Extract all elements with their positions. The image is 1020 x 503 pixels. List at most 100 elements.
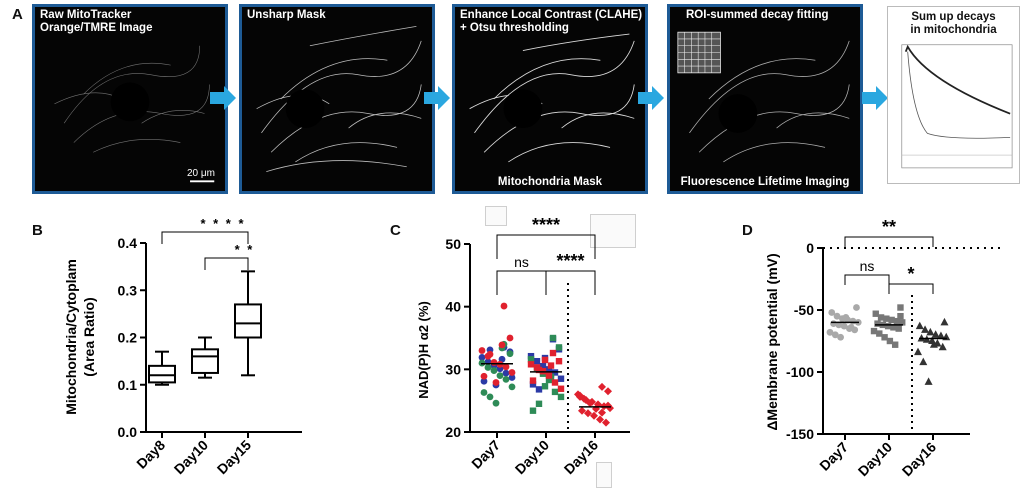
data-point	[835, 321, 843, 329]
unsharp-mask-image: Unsharp Mask	[239, 4, 435, 194]
data-point	[936, 331, 945, 340]
clahe-otsu-title: Enhance Local Contrast (CLAHE) + Otsu th…	[460, 9, 643, 34]
y-tick-label: 50	[445, 236, 461, 252]
mitochondria-mask-image: Enhance Local Contrast (CLAHE) + Otsu th…	[452, 4, 648, 194]
decay-title: Sum up decays in mitochondria	[910, 11, 997, 36]
arrow-icon	[210, 86, 236, 110]
data-point	[545, 366, 553, 373]
data-point	[557, 385, 565, 392]
chart-c: 20 30 40 50 NAD(P)H α2 (%) Day7 Day10 Day16 ****…	[390, 205, 720, 498]
data-point	[506, 334, 514, 342]
cell-texture-unsharp	[256, 25, 422, 173]
data-point	[492, 399, 500, 407]
x-tick-label: Day16	[899, 439, 940, 480]
data-point	[884, 322, 892, 330]
roi-decay-title: ROI-summed decay fitting	[686, 9, 829, 21]
significance-label: * * * *	[200, 216, 245, 231]
x-tick-label: Day8	[133, 437, 168, 472]
data-point	[533, 357, 541, 365]
y-tick-label: 0.2	[118, 330, 138, 346]
data-point	[877, 314, 885, 321]
data-point	[527, 361, 535, 368]
data-point	[881, 334, 888, 341]
y-tick-label: -50	[794, 302, 814, 318]
data-point	[480, 377, 488, 385]
data-point	[897, 304, 904, 311]
data-point	[840, 322, 848, 330]
data-point	[506, 350, 514, 358]
mitochondria-mask-label: Mitochondria Mask	[497, 176, 603, 188]
data-point	[557, 393, 565, 401]
data-point	[826, 328, 834, 336]
chart-d: 0 -50 -100 -150 ΔMembrane potential (mV) Day7…	[745, 205, 1020, 498]
data-point	[886, 337, 894, 345]
y-tick-label: 20	[445, 424, 461, 440]
data-point	[486, 393, 494, 401]
box	[148, 364, 176, 384]
data-point	[527, 356, 535, 363]
data-point	[478, 347, 486, 354]
chart-d-svg: 0 -50 -100 -150 ΔMembrane potential (mV) Day7…	[764, 217, 1000, 480]
data-point	[480, 389, 488, 396]
significance-bracket	[888, 283, 934, 294]
x-tick-label: Day7	[468, 437, 503, 472]
significance-label: ****	[532, 215, 560, 235]
data-point	[897, 313, 904, 320]
data-point	[541, 383, 549, 390]
data-point	[500, 302, 508, 310]
panel-label-d: D	[742, 222, 753, 239]
x-tick-label: Day10	[855, 439, 896, 480]
data-point	[888, 316, 895, 324]
data-point	[891, 341, 899, 348]
raw-image: Raw MitoTracker Orange/TMRE Image 20 μm	[32, 4, 228, 194]
panel-label-c: C	[390, 222, 401, 239]
roi-grid-icon	[677, 31, 721, 74]
y-tick-label: 0.4	[118, 235, 138, 251]
x-tick-label: Day7	[816, 439, 851, 474]
data-point	[596, 415, 604, 424]
data-point	[833, 312, 841, 320]
data-point	[584, 409, 592, 418]
data-point	[502, 375, 510, 383]
data-point	[837, 333, 844, 341]
significance-label: *	[907, 264, 914, 284]
x-tick-label: Day10	[171, 437, 212, 478]
data-point	[508, 383, 516, 391]
data-point	[940, 317, 949, 326]
data-point	[602, 418, 610, 427]
significance-bracket	[496, 270, 547, 295]
placeholder-box	[485, 206, 507, 226]
data-point	[541, 356, 549, 364]
data-point	[931, 330, 940, 338]
arrow-icon	[424, 86, 450, 110]
significance-label: * *	[235, 242, 255, 257]
y-axis-label: (Area Ratio)	[81, 297, 97, 376]
data-point	[598, 408, 606, 417]
significance-label: **	[882, 217, 896, 237]
data-point	[895, 325, 902, 332]
data-point	[893, 317, 901, 325]
cell-texture-flim	[677, 31, 850, 163]
data-point	[874, 320, 881, 327]
data-point	[586, 399, 594, 408]
data-point	[921, 325, 930, 333]
y-axis-label: Mitochondria/Cytoplam	[63, 259, 79, 415]
chart-b: 0.0 0.1 0.2 0.3 0.4 Mitochondria/Cytoplam (Are…	[40, 205, 340, 498]
significance-label: ns	[514, 254, 529, 270]
data-point	[498, 341, 506, 349]
arrow-icon	[862, 86, 888, 110]
decay-curve-plot	[901, 44, 1013, 169]
y-tick-label: 30	[445, 361, 461, 377]
data-point	[545, 372, 553, 379]
significance-bracket	[844, 236, 934, 247]
data-point	[547, 362, 555, 369]
scale-bar-label: 20 μm	[187, 168, 215, 179]
data-point	[919, 357, 928, 366]
data-point	[539, 363, 547, 370]
y-axis-label: NAD(P)H α2 (%)	[416, 301, 431, 399]
x-tick-label: Day15	[214, 437, 255, 478]
significance-label: ****	[556, 251, 584, 271]
significance-bracket	[161, 231, 249, 244]
y-tick-label: 0	[806, 240, 814, 256]
y-axis-label: ΔMembrane potential (mV)	[764, 253, 780, 430]
